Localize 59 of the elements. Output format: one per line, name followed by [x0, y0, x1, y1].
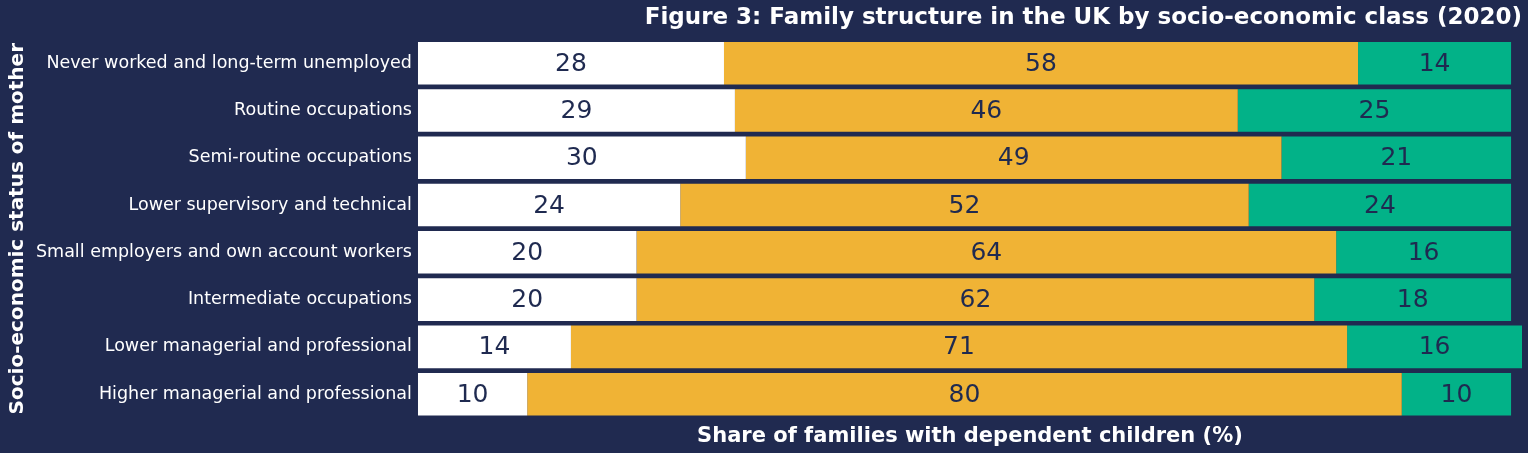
data-label: 25 — [1358, 95, 1391, 125]
bar — [1358, 41, 1512, 85]
bar — [745, 136, 1282, 180]
bar — [636, 278, 1315, 321]
data-label: 71 — [943, 331, 975, 361]
data-label: 64 — [970, 236, 1003, 266]
data-label: 18 — [1396, 284, 1429, 314]
bar — [417, 136, 746, 180]
y-tick-label: Never worked and long-term unemployed — [46, 51, 412, 72]
data-label: 10 — [1440, 378, 1473, 408]
bar — [417, 89, 735, 132]
data-label: 14 — [1418, 47, 1451, 77]
bar — [1401, 372, 1512, 416]
bar — [636, 231, 1337, 274]
bar — [734, 89, 1238, 132]
data-label: 10 — [456, 378, 489, 408]
bar — [680, 183, 1249, 227]
bar — [417, 231, 637, 274]
data-label: 46 — [970, 95, 1003, 125]
bar — [1336, 231, 1512, 274]
data-label: 16 — [1418, 331, 1451, 361]
y-axis-title: Socio-economic status of mother — [4, 42, 29, 415]
data-label: 14 — [478, 331, 511, 361]
bar — [527, 372, 1402, 416]
data-label: 24 — [533, 189, 565, 219]
data-label: 29 — [560, 95, 593, 125]
data-label: 24 — [1363, 189, 1396, 219]
bar — [417, 372, 528, 416]
x-axis-title: Share of families with dependent children (%) — [697, 422, 1243, 447]
bar — [1248, 183, 1512, 227]
data-label: 30 — [565, 142, 598, 172]
bar — [723, 41, 1359, 85]
y-tick-label: Routine occupations — [234, 99, 412, 120]
y-tick-label: Lower managerial and professional — [104, 335, 412, 356]
bar — [570, 325, 1348, 369]
data-label: 21 — [1380, 142, 1413, 172]
data-label: 58 — [1025, 47, 1057, 77]
chart-title: Figure 3: Family structure in the UK by socio-economic class (2020) — [644, 2, 1522, 29]
bar — [1347, 325, 1522, 369]
data-label: 49 — [997, 142, 1030, 172]
bar — [417, 325, 571, 369]
bar — [417, 183, 681, 227]
data-label: 80 — [948, 378, 981, 408]
bar — [1314, 278, 1512, 321]
y-tick-label: Semi-routine occupations — [188, 146, 412, 167]
y-tick-label: Intermediate occupations — [187, 288, 412, 309]
y-tick-label: Higher managerial and professional — [98, 382, 412, 403]
y-tick-label: Lower supervisory and technical — [128, 193, 412, 214]
data-label: 16 — [1407, 236, 1440, 266]
bar — [1281, 136, 1512, 180]
y-tick-label: Small employers and own account workers — [35, 240, 412, 261]
data-label: 20 — [511, 284, 544, 314]
bar — [1237, 89, 1512, 132]
data-label: 28 — [555, 47, 587, 77]
data-label: 52 — [948, 189, 981, 219]
bar — [417, 278, 637, 321]
bar — [417, 41, 724, 85]
data-label: 62 — [959, 284, 992, 314]
data-label: 20 — [511, 236, 544, 266]
